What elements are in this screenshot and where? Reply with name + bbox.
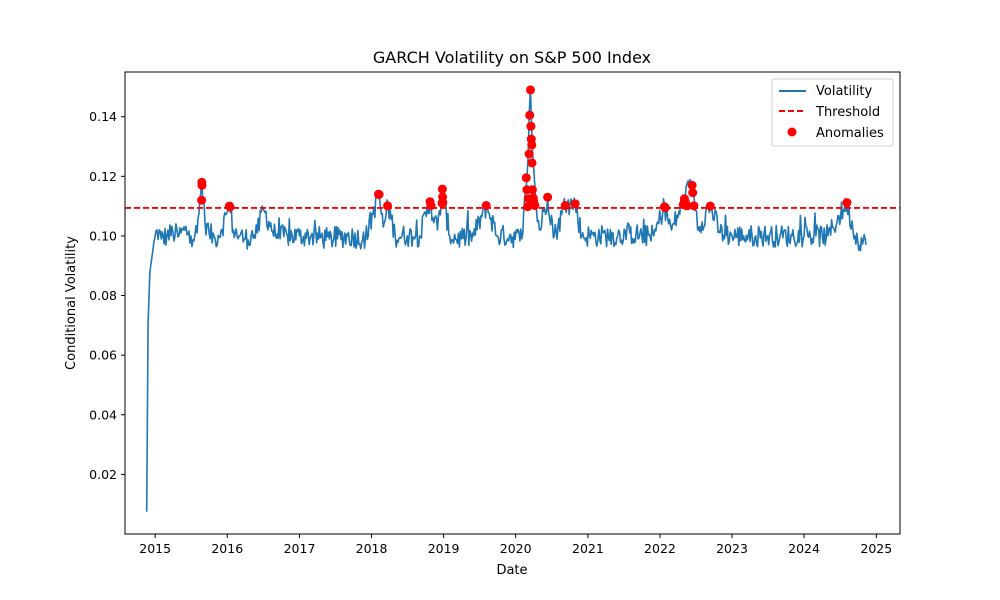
y-tick-label: 0.12 bbox=[89, 169, 117, 184]
y-axis-label: Conditional Volatility bbox=[64, 236, 79, 370]
x-tick-label: 2019 bbox=[428, 541, 460, 556]
plot-area bbox=[125, 72, 900, 534]
anomaly-point bbox=[689, 201, 699, 211]
anomaly-point bbox=[437, 184, 447, 194]
anomaly-point bbox=[526, 121, 536, 131]
x-tick-label: 2023 bbox=[716, 541, 748, 556]
y-axis: 0.02 0.04 0.06 0.08 0.10 0.12 0.14 bbox=[89, 109, 125, 482]
legend-anomalies-swatch bbox=[787, 127, 797, 137]
anomaly-point bbox=[842, 198, 852, 208]
anomaly-point bbox=[527, 140, 537, 150]
anomaly-point bbox=[225, 202, 235, 212]
x-tick-label: 2021 bbox=[572, 541, 604, 556]
legend: Volatility Threshold Anomalies bbox=[771, 78, 894, 147]
anomaly-point bbox=[521, 173, 531, 183]
anomaly-point bbox=[687, 180, 697, 190]
anomaly-point bbox=[438, 198, 448, 208]
y-tick-label: 0.08 bbox=[89, 288, 117, 303]
legend-threshold-label: Threshold bbox=[815, 105, 880, 120]
y-tick-label: 0.02 bbox=[89, 467, 117, 482]
anomaly-point bbox=[660, 203, 670, 213]
anomaly-point bbox=[688, 188, 698, 198]
anomaly-point bbox=[530, 201, 540, 210]
anomaly-point bbox=[524, 149, 534, 159]
anomaly-point bbox=[527, 185, 537, 195]
anomaly-point bbox=[197, 195, 207, 205]
x-axis-label: Date bbox=[496, 563, 527, 578]
y-tick-label: 0.04 bbox=[89, 407, 117, 422]
x-tick-label: 2022 bbox=[644, 541, 676, 556]
y-tick-label: 0.06 bbox=[89, 348, 117, 363]
legend-anomalies-label: Anomalies bbox=[816, 126, 884, 141]
volatility-line bbox=[145, 89, 867, 512]
y-tick-label: 0.14 bbox=[89, 109, 117, 124]
anomaly-point bbox=[481, 201, 491, 210]
x-tick-label: 2017 bbox=[284, 541, 316, 556]
anomaly-point bbox=[527, 158, 537, 168]
x-tick-label: 2025 bbox=[860, 541, 892, 556]
x-tick-label: 2015 bbox=[139, 541, 171, 556]
anomaly-point bbox=[543, 192, 553, 202]
anomaly-point bbox=[426, 201, 436, 210]
anomaly-point bbox=[383, 201, 392, 211]
anomaly-point bbox=[570, 199, 580, 209]
x-tick-label: 2018 bbox=[356, 541, 388, 556]
x-tick-label: 2024 bbox=[788, 541, 820, 556]
anomaly-point bbox=[682, 201, 692, 211]
legend-volatility-label: Volatility bbox=[816, 84, 872, 99]
chart-title: GARCH Volatility on S&P 500 Index bbox=[373, 48, 651, 67]
y-tick-label: 0.10 bbox=[89, 228, 117, 243]
anomaly-point bbox=[374, 190, 384, 199]
plot-frame bbox=[124, 71, 901, 535]
x-tick-label: 2016 bbox=[211, 541, 243, 556]
anomaly-point bbox=[197, 180, 207, 190]
x-axis: 2015 2016 2017 2018 2019 2020 2021 2022 2023 2024… bbox=[139, 534, 892, 556]
legend-box bbox=[771, 78, 894, 147]
data-layer bbox=[125, 85, 900, 512]
x-tick-label: 2020 bbox=[500, 541, 532, 556]
anomaly-point bbox=[526, 85, 535, 95]
anomaly-point bbox=[525, 110, 535, 120]
anomaly-point bbox=[560, 201, 570, 210]
anomaly-point bbox=[705, 201, 715, 211]
